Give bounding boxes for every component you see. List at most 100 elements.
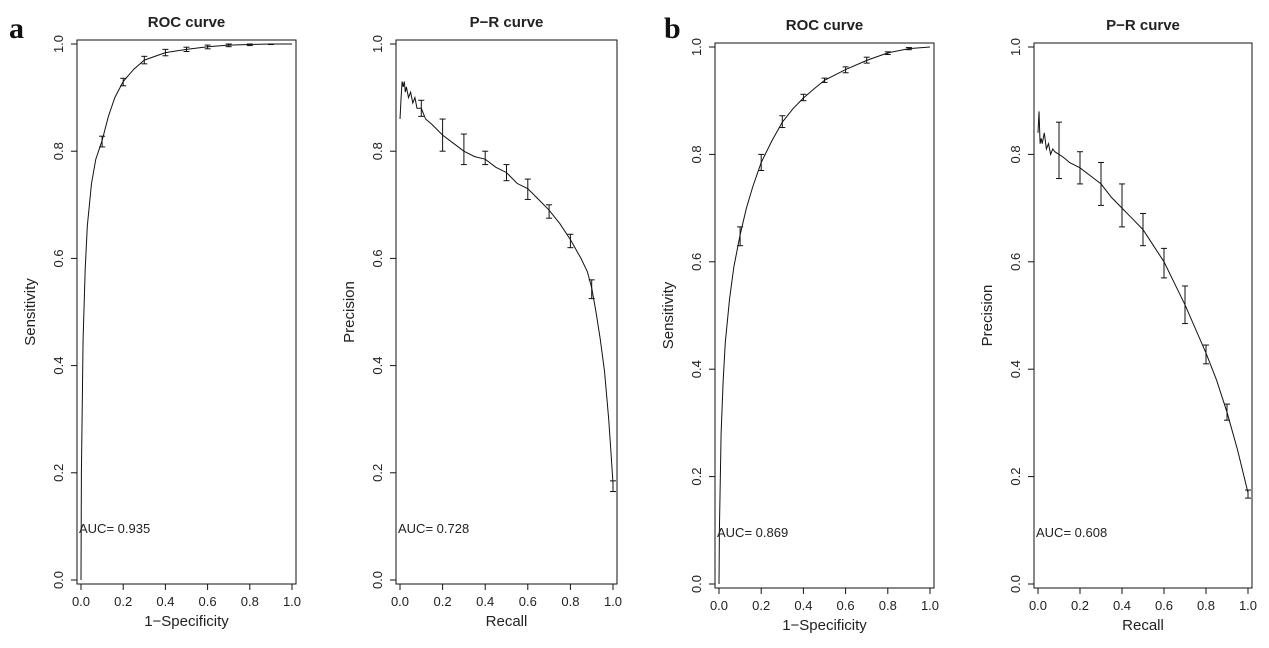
error-bar bbox=[610, 480, 616, 493]
error-bar bbox=[99, 135, 106, 148]
y-tick-label: 1.0 bbox=[1008, 38, 1023, 56]
error-bar bbox=[183, 46, 190, 53]
x-tick-label: 0.8 bbox=[1197, 598, 1215, 613]
curve-line bbox=[718, 46, 931, 585]
x-tick-label: 1.0 bbox=[604, 594, 622, 609]
error-bar bbox=[141, 55, 148, 65]
y-axis-label: Sensitivity bbox=[22, 278, 39, 346]
y-axis-label: Precision bbox=[979, 285, 996, 347]
y-axis-label: Sensitivity bbox=[660, 281, 677, 349]
x-tick-label: 0.0 bbox=[72, 594, 90, 609]
error-bar bbox=[1140, 212, 1146, 247]
x-tick-label: 0.4 bbox=[476, 594, 494, 609]
error-bar bbox=[1161, 247, 1167, 279]
curve-line bbox=[80, 43, 292, 581]
plot-frame bbox=[395, 39, 618, 585]
y-tick-label: 0.4 bbox=[689, 360, 704, 378]
chart-title: ROC curve bbox=[786, 17, 864, 34]
y-tick-label: 0.6 bbox=[370, 249, 385, 267]
error-bar bbox=[1203, 344, 1209, 365]
error-bar bbox=[246, 43, 253, 47]
panel-letter-a: a bbox=[9, 12, 24, 45]
error-bar bbox=[418, 99, 425, 117]
error-bar bbox=[758, 153, 765, 172]
error-bar bbox=[162, 48, 169, 57]
chart-panel-1: ROC curve 0.0 0.2 0.4 0.6 0.8 1.0 0.0 0.2 0.4 0.6 0… bbox=[22, 14, 301, 630]
error-bar bbox=[863, 56, 870, 64]
error-bar bbox=[1182, 285, 1188, 325]
error-bar bbox=[1119, 183, 1125, 228]
chart-panel-4: P−R curve 0.0 0.2 0.4 0.6 0.8 1.0 0.0 0.2 0.4 0.6 0… bbox=[979, 17, 1257, 634]
error-bar bbox=[567, 233, 574, 249]
y-tick-label: 0.8 bbox=[689, 145, 704, 163]
error-bar bbox=[800, 93, 807, 102]
x-tick-label: 1.0 bbox=[1239, 598, 1257, 613]
x-tick-label: 0.4 bbox=[156, 594, 174, 609]
auc-annotation: AUC= 0.728 bbox=[398, 521, 469, 536]
x-tick-label: 0.6 bbox=[1155, 598, 1173, 613]
x-tick-label: 0.2 bbox=[752, 598, 770, 613]
error-bar bbox=[1056, 121, 1062, 180]
error-bar bbox=[460, 133, 467, 166]
plot-frame bbox=[714, 42, 935, 589]
error-bar bbox=[821, 77, 828, 83]
error-bar bbox=[884, 51, 891, 56]
error-bar bbox=[267, 43, 274, 46]
y-tick-label: 0.6 bbox=[689, 253, 704, 271]
x-axis-label: 1−Specificity bbox=[782, 617, 867, 634]
panel-letter-b: b bbox=[664, 12, 681, 45]
error-bar bbox=[905, 47, 912, 51]
error-bar bbox=[1077, 151, 1083, 185]
y-tick-label: 0.0 bbox=[51, 571, 66, 589]
plot-frame bbox=[76, 39, 297, 585]
y-tick-label: 0.4 bbox=[370, 357, 385, 375]
error-bar bbox=[225, 43, 232, 48]
x-tick-label: 0.6 bbox=[519, 594, 537, 609]
chart-panel-3: ROC curve 0.0 0.2 0.4 0.6 0.8 1.0 0.0 0.2 0.4 0.6 0… bbox=[660, 17, 939, 634]
x-tick-label: 1.0 bbox=[283, 594, 301, 609]
chart-title: P−R curve bbox=[470, 14, 544, 31]
x-tick-label: 0.0 bbox=[1029, 598, 1047, 613]
error-bar bbox=[439, 118, 446, 152]
x-tick-label: 0.0 bbox=[710, 598, 728, 613]
y-tick-label: 0.2 bbox=[370, 464, 385, 482]
y-tick-label: 0.8 bbox=[370, 142, 385, 160]
y-tick-label: 0.0 bbox=[370, 571, 385, 589]
auc-annotation: AUC= 0.935 bbox=[79, 521, 150, 536]
y-tick-label: 1.0 bbox=[51, 35, 66, 53]
x-tick-label: 0.6 bbox=[199, 594, 217, 609]
y-tick-label: 0.2 bbox=[51, 464, 66, 482]
chart-title: ROC curve bbox=[148, 14, 226, 31]
error-bar bbox=[546, 204, 553, 219]
y-tick-label: 0.2 bbox=[689, 468, 704, 486]
y-tick-label: 0.2 bbox=[1008, 468, 1023, 486]
error-bar bbox=[1098, 161, 1104, 206]
y-tick-label: 0.0 bbox=[689, 575, 704, 593]
x-axis-label: Recall bbox=[1122, 617, 1164, 634]
error-bar bbox=[588, 279, 595, 300]
y-tick-label: 1.0 bbox=[370, 35, 385, 53]
x-tick-label: 0.2 bbox=[114, 594, 132, 609]
x-axis-label: Recall bbox=[486, 613, 528, 630]
error-bar bbox=[204, 44, 211, 50]
x-tick-label: 0.4 bbox=[794, 598, 812, 613]
x-tick-label: 0.8 bbox=[241, 594, 259, 609]
x-tick-label: 0.0 bbox=[391, 594, 409, 609]
y-tick-label: 0.8 bbox=[51, 142, 66, 160]
y-tick-label: 0.6 bbox=[51, 249, 66, 267]
error-bar bbox=[779, 115, 786, 129]
x-tick-label: 0.4 bbox=[1113, 598, 1131, 613]
x-tick-label: 0.2 bbox=[1071, 598, 1089, 613]
error-bar bbox=[120, 77, 127, 87]
y-tick-label: 0.4 bbox=[1008, 360, 1023, 378]
error-bar bbox=[524, 178, 531, 200]
curve-line bbox=[399, 81, 614, 484]
x-tick-label: 0.8 bbox=[879, 598, 897, 613]
error-bar bbox=[737, 226, 744, 247]
auc-annotation: AUC= 0.869 bbox=[717, 525, 788, 540]
y-tick-label: 1.0 bbox=[689, 38, 704, 56]
x-axis-label: 1−Specificity bbox=[144, 613, 229, 630]
y-tick-label: 0.6 bbox=[1008, 253, 1023, 271]
